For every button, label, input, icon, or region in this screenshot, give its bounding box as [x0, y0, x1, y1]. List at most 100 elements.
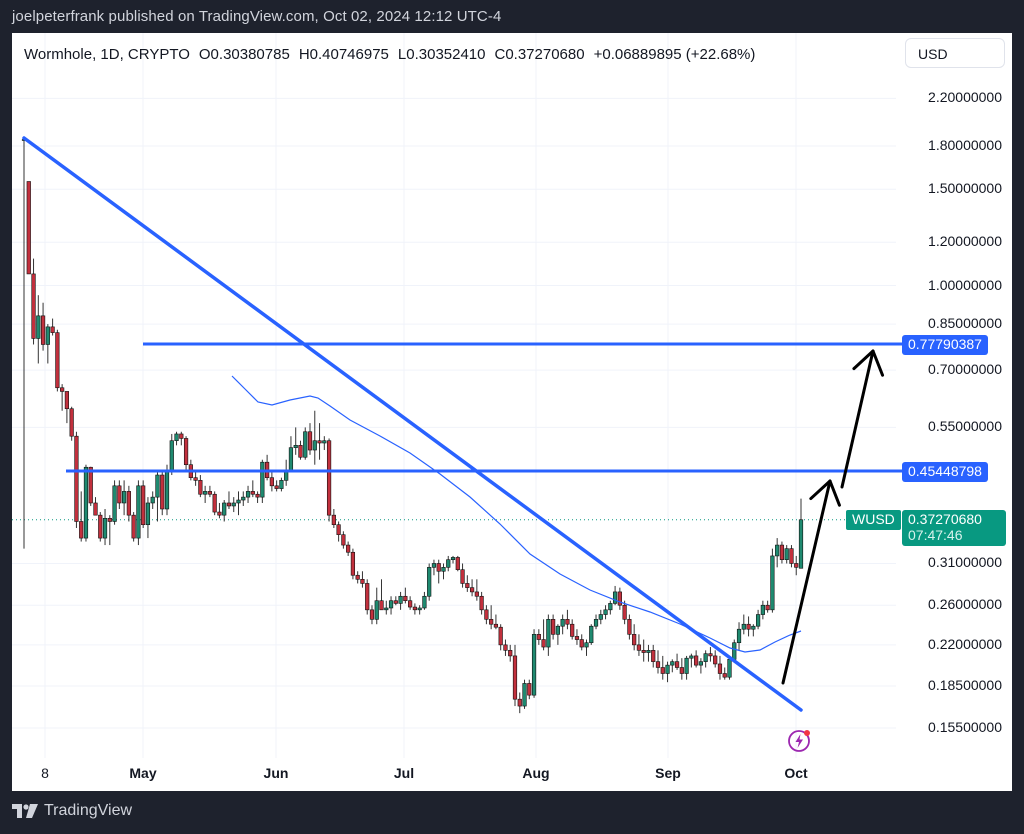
- candle-up: [703, 653, 708, 662]
- price-axis-label: 1.50000000: [928, 180, 1002, 197]
- time-axis-label: Jun: [263, 765, 289, 781]
- arrow-up-1: [781, 479, 832, 685]
- candle-down: [346, 544, 351, 553]
- candle-up: [384, 607, 389, 611]
- candle-up: [593, 619, 599, 627]
- candle-down: [298, 445, 303, 458]
- candle-down: [93, 502, 98, 516]
- price-axis-label: 0.26000000: [928, 596, 1002, 613]
- candle-up: [698, 661, 703, 666]
- arrow-up-2-head: [871, 349, 885, 377]
- legend-high: H0.40746975: [298, 46, 389, 63]
- footer-brand[interactable]: TradingView: [44, 802, 133, 819]
- candle-up: [374, 600, 379, 620]
- candle-down: [250, 491, 255, 495]
- candle-up: [231, 502, 236, 507]
- candle-down: [469, 587, 475, 593]
- bar-countdown: 07:47:46: [908, 527, 963, 543]
- candle-down: [527, 683, 532, 696]
- candle-down: [55, 332, 60, 389]
- candle-up: [102, 517, 108, 539]
- candle-down: [274, 485, 279, 489]
- candle-down: [198, 480, 203, 495]
- candle-up: [584, 642, 589, 648]
- candle-down: [765, 604, 770, 611]
- candle-up: [531, 634, 537, 696]
- candle-down: [179, 433, 184, 439]
- candle-up: [798, 519, 804, 569]
- candle-down: [317, 440, 322, 444]
- candle-up: [760, 604, 765, 615]
- candle-up: [398, 595, 403, 604]
- candle-down: [88, 466, 93, 504]
- candle-down: [212, 493, 217, 513]
- price-axis-label: 0.31000000: [928, 554, 1002, 571]
- candle-up: [45, 326, 50, 345]
- candle-down: [541, 639, 546, 648]
- candle-down: [69, 408, 74, 437]
- candle-down: [408, 600, 413, 608]
- candle-down: [117, 485, 122, 504]
- candle-down: [660, 667, 665, 674]
- candle-up: [684, 657, 689, 674]
- symbol-title[interactable]: Wormhole, 1D, CRYPTO: [24, 46, 190, 63]
- candle-down: [40, 315, 46, 345]
- candle-down: [570, 623, 575, 637]
- candle-up: [312, 440, 317, 451]
- time-axis-label: Oct: [784, 765, 808, 781]
- candle-up: [560, 619, 565, 627]
- candle-down: [498, 626, 503, 646]
- candle-up: [612, 591, 618, 604]
- footer: TradingView: [12, 802, 132, 820]
- candle-up: [670, 661, 675, 666]
- candle-down: [365, 583, 370, 611]
- candle-up: [546, 619, 551, 648]
- candle-down: [794, 563, 799, 568]
- legend-change: +0.06889895 (+22.68%): [593, 46, 756, 63]
- symbol-legend: Wormhole, 1D, CRYPTO O0.30380785 H0.407469…: [24, 46, 764, 63]
- candle-down: [255, 493, 260, 498]
- candle-down: [651, 650, 656, 662]
- candle-up: [741, 623, 746, 630]
- candle-up: [136, 485, 141, 539]
- last-price-tag: 0.37270680 07:47:46: [902, 510, 1006, 546]
- price-axis-label: 0.15500000: [928, 718, 1002, 735]
- candle-up: [603, 609, 608, 615]
- candle-down: [694, 655, 699, 666]
- candle-down: [131, 514, 136, 539]
- candle-up: [431, 563, 437, 568]
- candle-up: [236, 499, 241, 504]
- currency-button[interactable]: USD: [905, 38, 1005, 68]
- candle-down: [536, 634, 541, 640]
- candle-down: [193, 477, 198, 481]
- candle-up: [608, 603, 613, 611]
- tradingview-logo-icon: [12, 804, 38, 818]
- arrow-up-1-head: [809, 479, 832, 501]
- lightning-events-icon[interactable]: [788, 729, 810, 752]
- candle-down: [636, 644, 642, 651]
- price-axis-label: 0.85000000: [928, 315, 1002, 332]
- price-axis-label: 2.20000000: [928, 89, 1002, 106]
- candle-down: [455, 557, 460, 570]
- candle-up: [727, 659, 732, 678]
- candle-down: [655, 661, 661, 668]
- chart-pane[interactable]: [12, 33, 1012, 791]
- price-axis-label: 1.80000000: [928, 137, 1002, 153]
- candle-down: [141, 485, 146, 526]
- candle-down: [674, 661, 680, 668]
- candle-up: [689, 655, 694, 659]
- candle-down: [503, 644, 508, 651]
- candle-up: [155, 474, 160, 498]
- candle-down: [779, 544, 785, 560]
- candle-down: [717, 663, 723, 674]
- candle-down: [393, 600, 398, 604]
- candle-up: [83, 466, 89, 539]
- candle-up: [422, 595, 427, 609]
- candle-up: [241, 496, 246, 501]
- candle-down: [64, 391, 70, 410]
- symbol-tag: WUSD: [846, 510, 901, 530]
- time-axis-label: 8: [41, 765, 49, 781]
- candle-down: [512, 655, 518, 700]
- candle-up: [164, 469, 170, 510]
